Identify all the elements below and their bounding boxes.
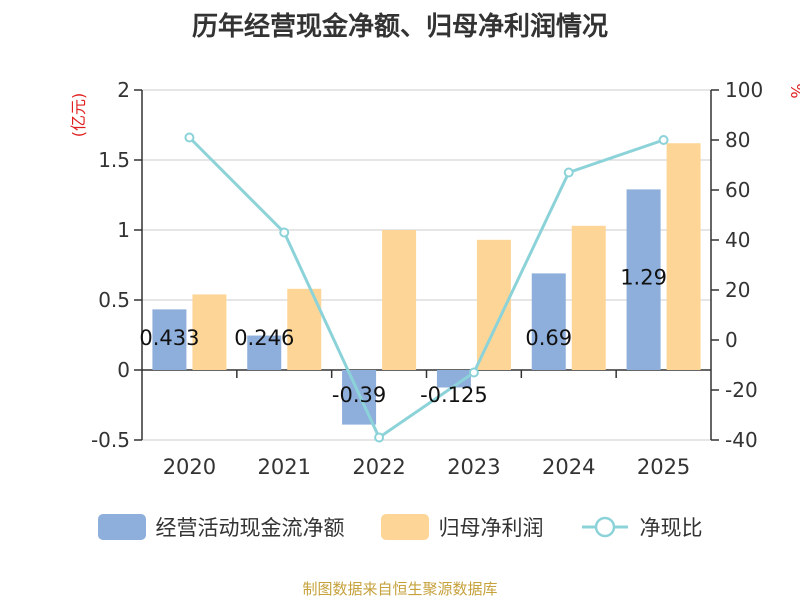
cash-data-label: 0.69 — [525, 326, 572, 350]
cash-bar — [436, 370, 471, 388]
y-tick-label: 1 — [117, 218, 130, 242]
legend: 经营活动现金流净额 归母净利润 净现比 — [0, 512, 800, 542]
x-tick-label: 2025 — [637, 455, 690, 479]
y2-tick-label: 20 — [725, 278, 750, 302]
y2-tick-label: -40 — [725, 428, 758, 452]
ratio-point — [468, 367, 479, 378]
ratio-line — [188, 136, 665, 440]
y2-tick-label: -20 — [725, 378, 758, 402]
y-axis-unit-label: (亿元) — [69, 93, 88, 138]
cash-bar — [626, 189, 661, 370]
cash-data-label: 0.433 — [139, 326, 199, 350]
cash-bar — [152, 309, 187, 370]
ratio-point — [563, 167, 574, 178]
y2-tick-label: 40 — [725, 228, 750, 252]
y-tick-label: 1.5 — [98, 148, 130, 172]
y-tick-label: -0.5 — [91, 428, 130, 452]
ratio-point — [374, 432, 385, 443]
profit-bar — [666, 143, 701, 370]
y2-tick-label: 100 — [725, 78, 763, 102]
cash-data-label: -0.125 — [420, 383, 488, 407]
x-tick-label: 2023 — [447, 455, 500, 479]
x-tick-label: 2022 — [352, 455, 405, 479]
cash-bar — [531, 273, 566, 370]
y-tick-label: 0.5 — [98, 288, 130, 312]
cash-data-label: 1.29 — [620, 265, 667, 289]
cash-bar — [247, 335, 282, 370]
ratio-point — [658, 135, 669, 145]
legend-label-cash: 经营活动现金流净额 — [155, 516, 345, 540]
ratio-point — [279, 227, 290, 238]
y2-axis-unit-label: % — [787, 83, 800, 98]
y2-tick-label: 80 — [725, 128, 750, 152]
y-tick-label: 2 — [117, 78, 130, 102]
profit-bar — [382, 230, 417, 370]
cash-data-label: -0.39 — [332, 383, 386, 407]
ratio-swatch-marker — [594, 516, 615, 538]
legend-label-profit: 归母净利润 — [438, 516, 544, 540]
y2-tick-label: 60 — [725, 178, 750, 202]
source-note: 制图数据来自恒生聚源数据库 — [302, 580, 498, 598]
ratio-line-swatch — [581, 516, 628, 538]
cash-data-label: 0.246 — [234, 326, 294, 350]
profit-bar — [192, 294, 227, 370]
x-tick-label: 2021 — [258, 455, 311, 479]
chart-title: 历年经营现金净额、归母净利润情况 — [191, 12, 608, 42]
legend-item-profit[interactable]: 归母净利润 — [380, 512, 544, 542]
legend-label-ratio: 净现比 — [639, 516, 703, 540]
legend-item-ratio[interactable]: 净现比 — [580, 512, 703, 542]
x-tick-label: 2024 — [542, 455, 595, 479]
y2-tick-label: 0 — [725, 328, 738, 352]
x-tick-label: 2020 — [163, 455, 216, 479]
profit-swatch — [380, 514, 429, 540]
profit-bar — [571, 225, 606, 370]
y-tick-label: 0 — [117, 358, 130, 382]
legend-item-cash[interactable]: 经营活动现金流净额 — [97, 512, 345, 542]
cash-swatch — [97, 514, 146, 540]
ratio-point — [184, 132, 195, 143]
